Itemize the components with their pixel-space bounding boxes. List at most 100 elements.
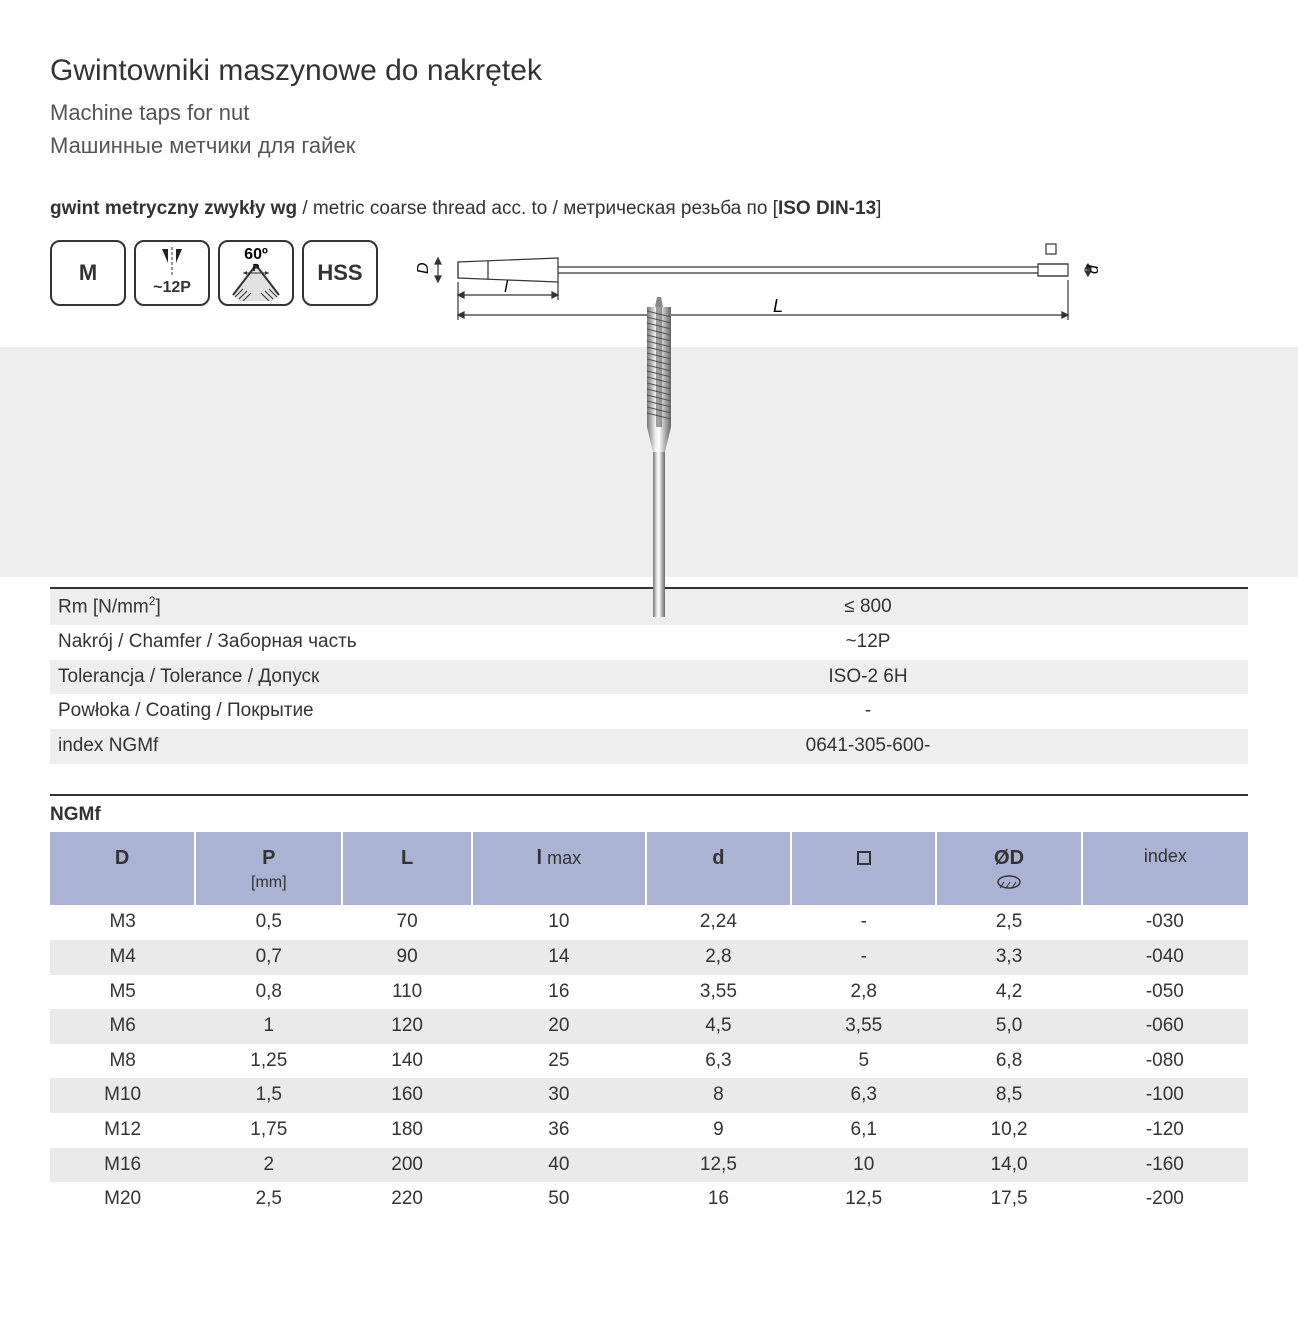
column-header: d	[646, 832, 791, 905]
column-header: D	[50, 832, 195, 905]
table-cell: 10,2	[936, 1113, 1081, 1148]
table-cell: 25	[472, 1044, 646, 1079]
table-cell: 200	[342, 1148, 472, 1183]
table-row: M101,51603086,38,5-100	[50, 1078, 1248, 1113]
thread-spec-line: gwint metryczny zwykły wg / metric coars…	[50, 196, 1248, 223]
spec-value: ~12P	[490, 625, 1248, 660]
grind-diameter-icon	[994, 874, 1024, 890]
icon-material-hss: HSS	[302, 240, 378, 306]
table-cell: 5,0	[936, 1009, 1081, 1044]
title-ru: Машинные метчики для гайек	[50, 131, 1248, 162]
svg-text:l: l	[504, 279, 508, 296]
table-cell: 12,5	[646, 1148, 791, 1183]
spec-label: index NGMf	[50, 729, 490, 764]
icon-thread-m: M	[50, 240, 126, 306]
table-cell: -040	[1082, 940, 1248, 975]
icon-thread-angle-60: 60º P	[218, 240, 294, 306]
spec-row: Powłoka / Coating / Покрытие-	[50, 694, 1248, 729]
table-cell: M3	[50, 905, 195, 940]
table-row: M40,790142,8-3,3-040	[50, 940, 1248, 975]
table-cell: 180	[342, 1113, 472, 1148]
table-cell: 4,5	[646, 1009, 791, 1044]
table-cell: M20	[50, 1182, 195, 1217]
spec-row: Nakrój / Chamfer / Заборная часть~12P	[50, 625, 1248, 660]
table-cell: 2,5	[936, 905, 1081, 940]
spec-label: Rm [N/mm2]	[50, 588, 490, 625]
table-cell: 0,8	[195, 975, 342, 1010]
table-cell: 6,3	[791, 1078, 936, 1113]
spec-label: Powłoka / Coating / Покрытие	[50, 694, 490, 729]
table-cell: -100	[1082, 1078, 1248, 1113]
spec-label: Tolerancja / Tolerance / Допуск	[50, 660, 490, 695]
table-cell: 1	[195, 1009, 342, 1044]
table-cell: 120	[342, 1009, 472, 1044]
table-cell: 17,5	[936, 1182, 1081, 1217]
table-cell: -030	[1082, 905, 1248, 940]
table-row: M30,570102,24-2,5-030	[50, 905, 1248, 940]
thread-pl: gwint metryczny zwykły wg	[50, 198, 297, 219]
table-cell: M12	[50, 1113, 195, 1148]
spec-icon-row: M ~12P 60º P HSS	[50, 240, 378, 306]
table-cell: 220	[342, 1182, 472, 1217]
table-cell: 12,5	[791, 1182, 936, 1217]
table-cell: 2,24	[646, 905, 791, 940]
table-cell: M16	[50, 1148, 195, 1183]
table-cell: 3,3	[936, 940, 1081, 975]
table-cell: 1,75	[195, 1113, 342, 1148]
table-cell: 40	[472, 1148, 646, 1183]
table-cell: M5	[50, 975, 195, 1010]
column-header: P[mm]	[195, 832, 342, 905]
table-cell: 8	[646, 1078, 791, 1113]
table-cell: 14	[472, 940, 646, 975]
table-cell: 0,5	[195, 905, 342, 940]
table-row: M1622004012,51014,0-160	[50, 1148, 1248, 1183]
table-cell: -160	[1082, 1148, 1248, 1183]
table-cell: 9	[646, 1113, 791, 1148]
table-cell: 140	[342, 1044, 472, 1079]
table-cell: 6,8	[936, 1044, 1081, 1079]
table-cell: 90	[342, 940, 472, 975]
table-cell: 16	[472, 975, 646, 1010]
spec-label: Nakrój / Chamfer / Заборная часть	[50, 625, 490, 660]
icon-chamfer-12p: ~12P	[134, 240, 210, 306]
column-header	[791, 832, 936, 905]
spec-row: index NGMf0641-305-600-	[50, 729, 1248, 764]
svg-text:d: d	[1085, 264, 1102, 274]
spec-value: -	[490, 694, 1248, 729]
spec-value: ≤ 800	[490, 588, 1248, 625]
column-header: L	[342, 832, 472, 905]
thread-ru: метрическая резьба по	[563, 198, 767, 219]
table-cell: -080	[1082, 1044, 1248, 1079]
table-cell: 8,5	[936, 1078, 1081, 1113]
table-cell: 110	[342, 975, 472, 1010]
table-row: M81,25140256,356,8-080	[50, 1044, 1248, 1079]
table-cell: -200	[1082, 1182, 1248, 1217]
svg-text:L: L	[773, 296, 783, 316]
table-cell: 20	[472, 1009, 646, 1044]
square-drive-icon	[857, 851, 871, 865]
table-cell: 70	[342, 905, 472, 940]
angle-p-label: P	[253, 263, 260, 274]
table-cell: 10	[791, 1148, 936, 1183]
column-header: l max	[472, 832, 646, 905]
table-cell: 160	[342, 1078, 472, 1113]
table-cell: 1,5	[195, 1078, 342, 1113]
table-cell: 2,8	[791, 975, 936, 1010]
tap-dimension-diagram: D d l L	[398, 240, 1248, 337]
tap-photo	[0, 347, 1298, 577]
spec-value: ISO-2 6H	[490, 660, 1248, 695]
svg-text:D: D	[415, 262, 432, 274]
table-cell: 2	[195, 1148, 342, 1183]
table-row: M61120204,53,555,0-060	[50, 1009, 1248, 1044]
table-cell: 6,1	[791, 1113, 936, 1148]
angle-60-label: 60º	[244, 246, 268, 263]
table-cell: M6	[50, 1009, 195, 1044]
table-row: M50,8110163,552,84,2-050	[50, 975, 1248, 1010]
table-row: M202,5220501612,517,5-200	[50, 1182, 1248, 1217]
table-cell: 1,25	[195, 1044, 342, 1079]
spec-row: Tolerancja / Tolerance / ДопускISO-2 6H	[50, 660, 1248, 695]
table-cell: -	[791, 905, 936, 940]
table-cell: 2,5	[195, 1182, 342, 1217]
table-cell: 16	[646, 1182, 791, 1217]
table-cell: 6,3	[646, 1044, 791, 1079]
